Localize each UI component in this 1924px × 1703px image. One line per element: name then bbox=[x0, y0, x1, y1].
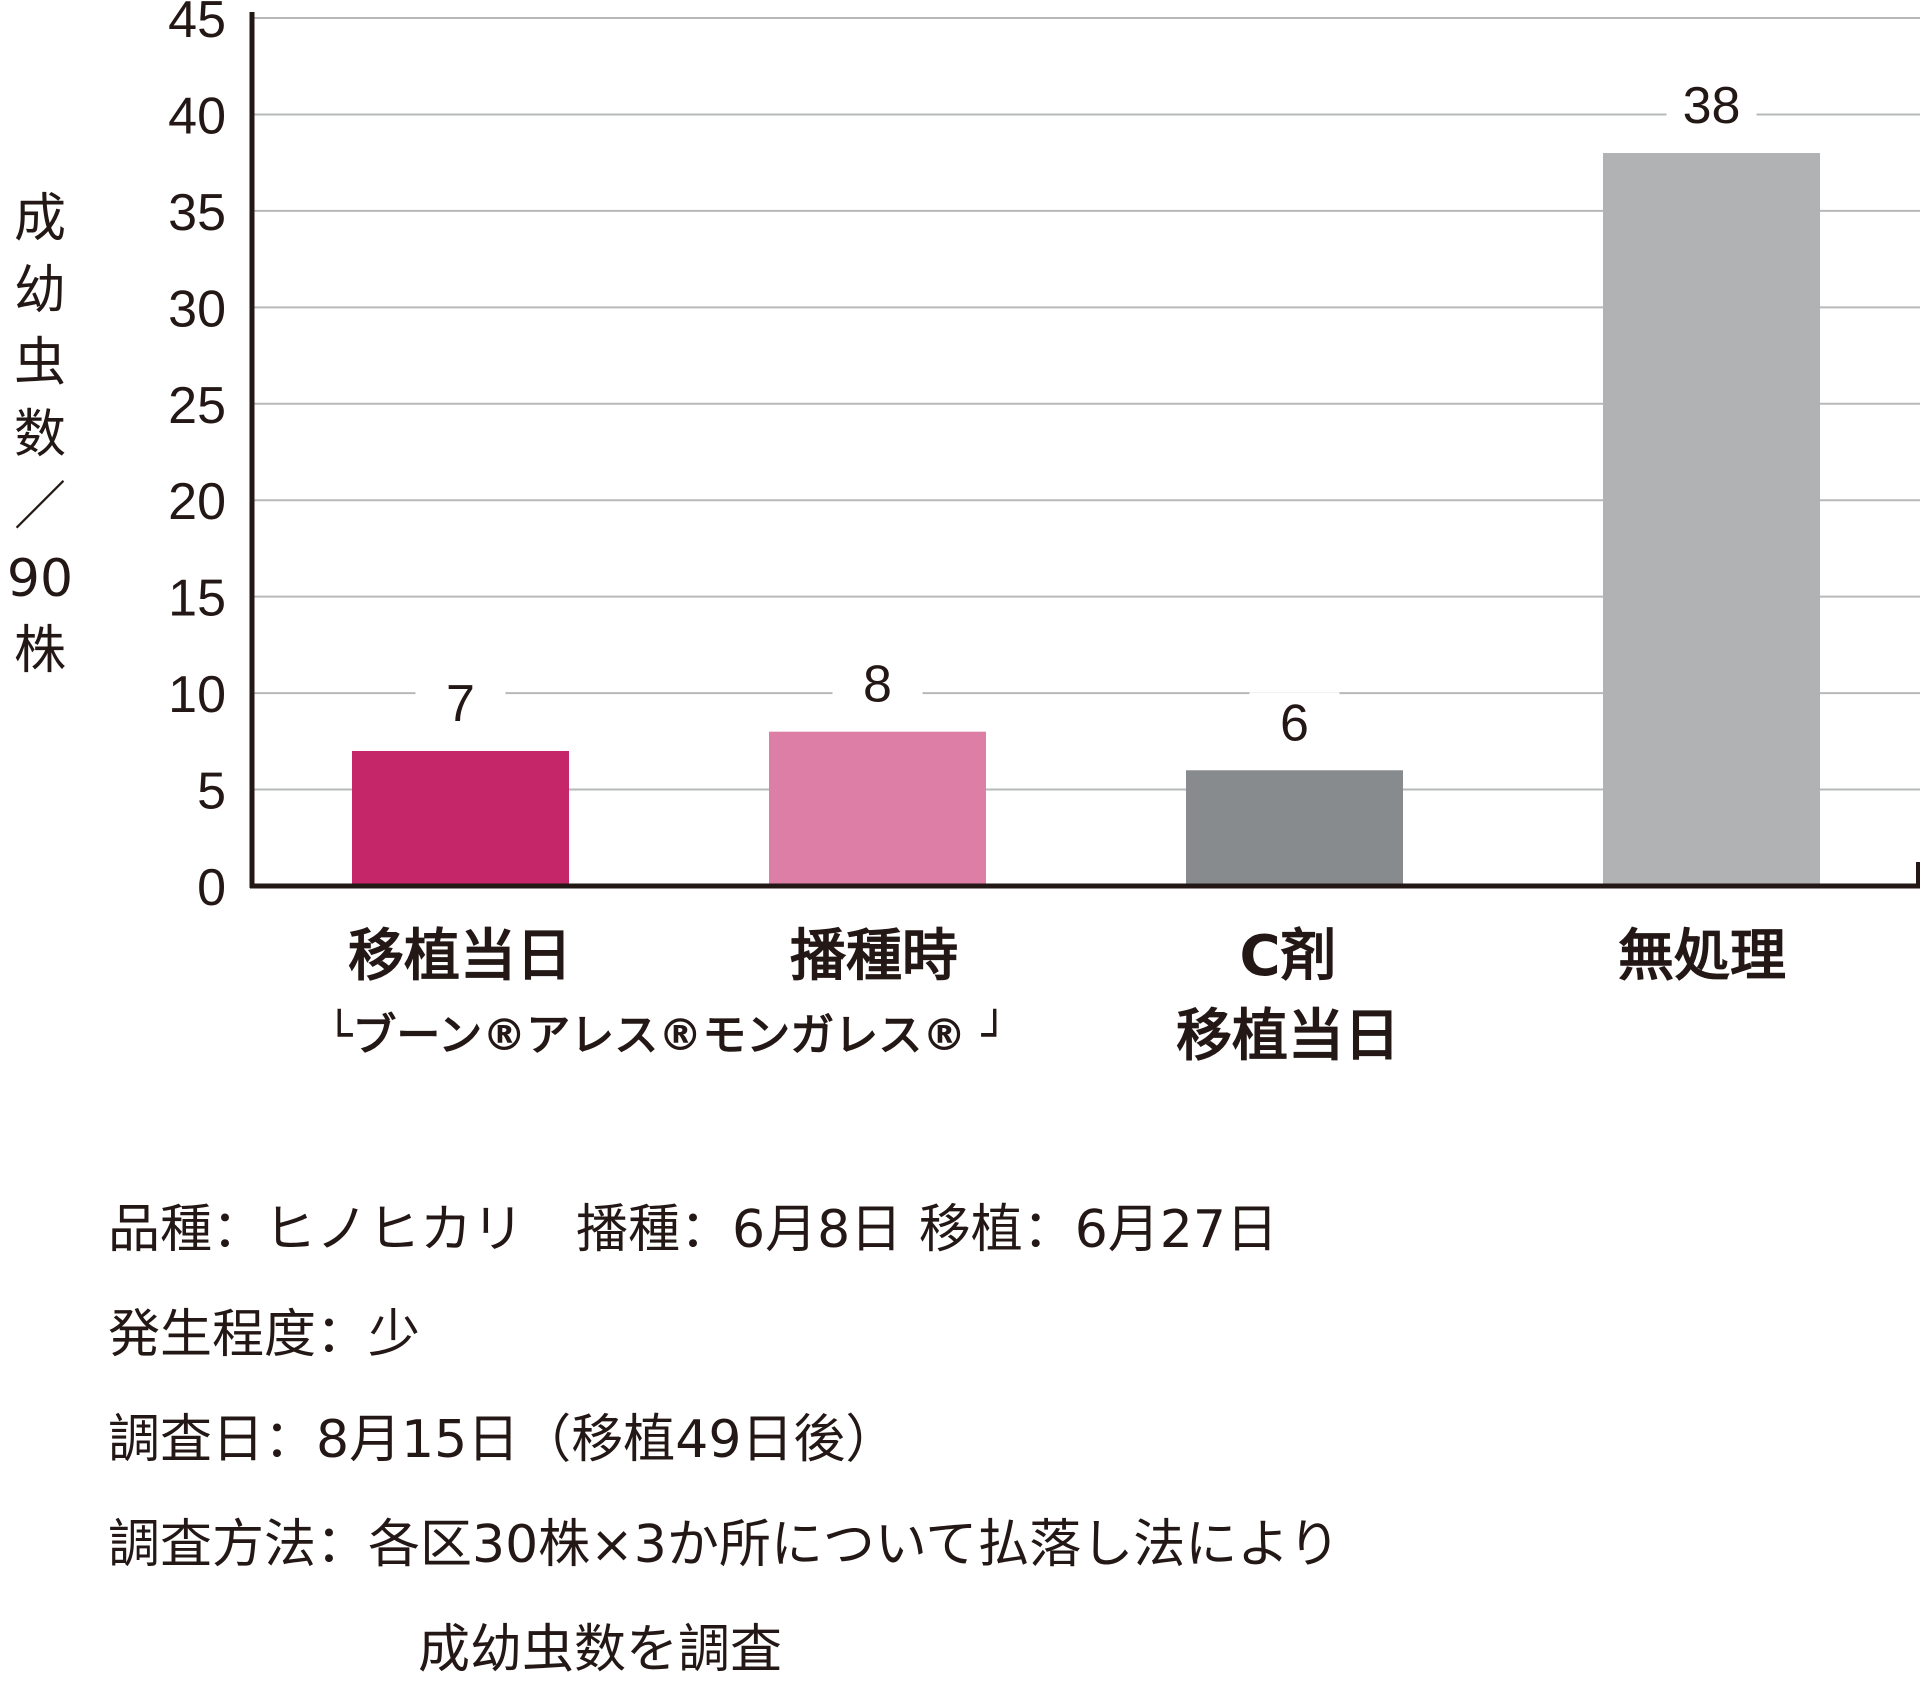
y-axis-label-text: 虫 bbox=[14, 333, 66, 393]
note-value: 各区30株×3か所について払落し法により bbox=[368, 1515, 1341, 1575]
product-group-note: └ブーン®アレス®モンガレス® ┘ bbox=[326, 1008, 1008, 1061]
bars bbox=[352, 153, 1820, 886]
value-label-bg bbox=[1249, 692, 1340, 749]
note-row-survey-method: 調査方法： 各区30株×3か所について払落し法により bbox=[108, 1493, 1340, 1598]
y-tick-label: 5 bbox=[197, 763, 226, 821]
category-sublabel-3: 移植当日 bbox=[1176, 1004, 1400, 1069]
y-axis-label-text: 90 bbox=[7, 549, 73, 609]
y-tick-label: 25 bbox=[168, 377, 226, 435]
y-tick-label: 45 bbox=[168, 0, 226, 49]
y-axis-label-text: 数 bbox=[14, 405, 66, 465]
axes bbox=[249, 12, 1920, 889]
value-label-4: 38 bbox=[1683, 77, 1741, 135]
value-label-bg bbox=[832, 653, 923, 710]
note-row-survey-method-cont: 成幼虫数を調査 bbox=[108, 1598, 1340, 1703]
y-axis-label-text: ／ bbox=[14, 477, 66, 537]
note-value: 8月15日（移植49日後） bbox=[316, 1410, 898, 1470]
note-row-survey-date: 調査日： 8月15日（移植49日後） bbox=[108, 1388, 1340, 1493]
y-tick-label: 30 bbox=[168, 280, 226, 338]
value-label-2: 8 bbox=[863, 656, 892, 714]
notes: 品種： ヒノヒカリ 播種：6月8日 移植：6月27日 発生程度：少 調査日： 8月1… bbox=[108, 1178, 1340, 1703]
value-label-1: 7 bbox=[446, 675, 475, 733]
y-axis-label-text: 幼 bbox=[14, 261, 66, 321]
value-label-3: 6 bbox=[1280, 694, 1309, 752]
note-indent bbox=[108, 1598, 418, 1703]
bar-2 bbox=[769, 731, 986, 886]
value-labels: 7 8 6 38 bbox=[415, 75, 1757, 752]
value-label-bg bbox=[1666, 75, 1757, 132]
y-tick-label: 0 bbox=[197, 859, 226, 917]
y-tick-label: 20 bbox=[168, 473, 226, 531]
category-label-1: 移植当日 bbox=[348, 924, 572, 989]
note-value: 少 bbox=[368, 1305, 421, 1365]
note-value: ヒノヒカリ 播種：6月8日 移植：6月27日 bbox=[264, 1200, 1278, 1260]
note-label: 品種： bbox=[108, 1200, 265, 1260]
note-row-variety: 品種： ヒノヒカリ 播種：6月8日 移植：6月27日 bbox=[108, 1178, 1340, 1283]
y-axis-label-text: 株 bbox=[14, 621, 66, 681]
grid-lines bbox=[252, 17, 1920, 791]
y-tick-label: 40 bbox=[168, 87, 226, 145]
note-row-severity: 発生程度：少 bbox=[108, 1283, 1340, 1388]
note-value: 成幼虫数を調査 bbox=[418, 1620, 783, 1680]
bar-1 bbox=[352, 750, 569, 886]
category-label-4: 無処理 bbox=[1618, 924, 1786, 989]
note-label: 発生程度： bbox=[108, 1305, 369, 1365]
note-label: 調査方法： bbox=[108, 1515, 369, 1575]
y-tick-label: 15 bbox=[168, 570, 226, 628]
y-tick-label: 10 bbox=[168, 666, 226, 724]
y-tick-label: 35 bbox=[168, 184, 226, 242]
value-label-bg bbox=[415, 672, 506, 729]
y-axis-label: 成幼虫数 ／ 90 株 bbox=[7, 189, 73, 681]
category-label-3: C剤 bbox=[1239, 924, 1336, 989]
category-label-2: 播種時 bbox=[790, 924, 958, 989]
bar-4 bbox=[1603, 153, 1820, 886]
y-tick-labels: 0 5 10 15 20 25 30 35 40 45 bbox=[168, 0, 226, 917]
bar-3 bbox=[1186, 770, 1403, 886]
note-label: 調査日： bbox=[108, 1410, 317, 1470]
y-axis-label-text: 成 bbox=[14, 189, 66, 249]
category-labels: 移植当日 播種時 C剤 移植当日 無処理 └ブーン®アレス®モンガレス® ┘ bbox=[326, 924, 1786, 1069]
